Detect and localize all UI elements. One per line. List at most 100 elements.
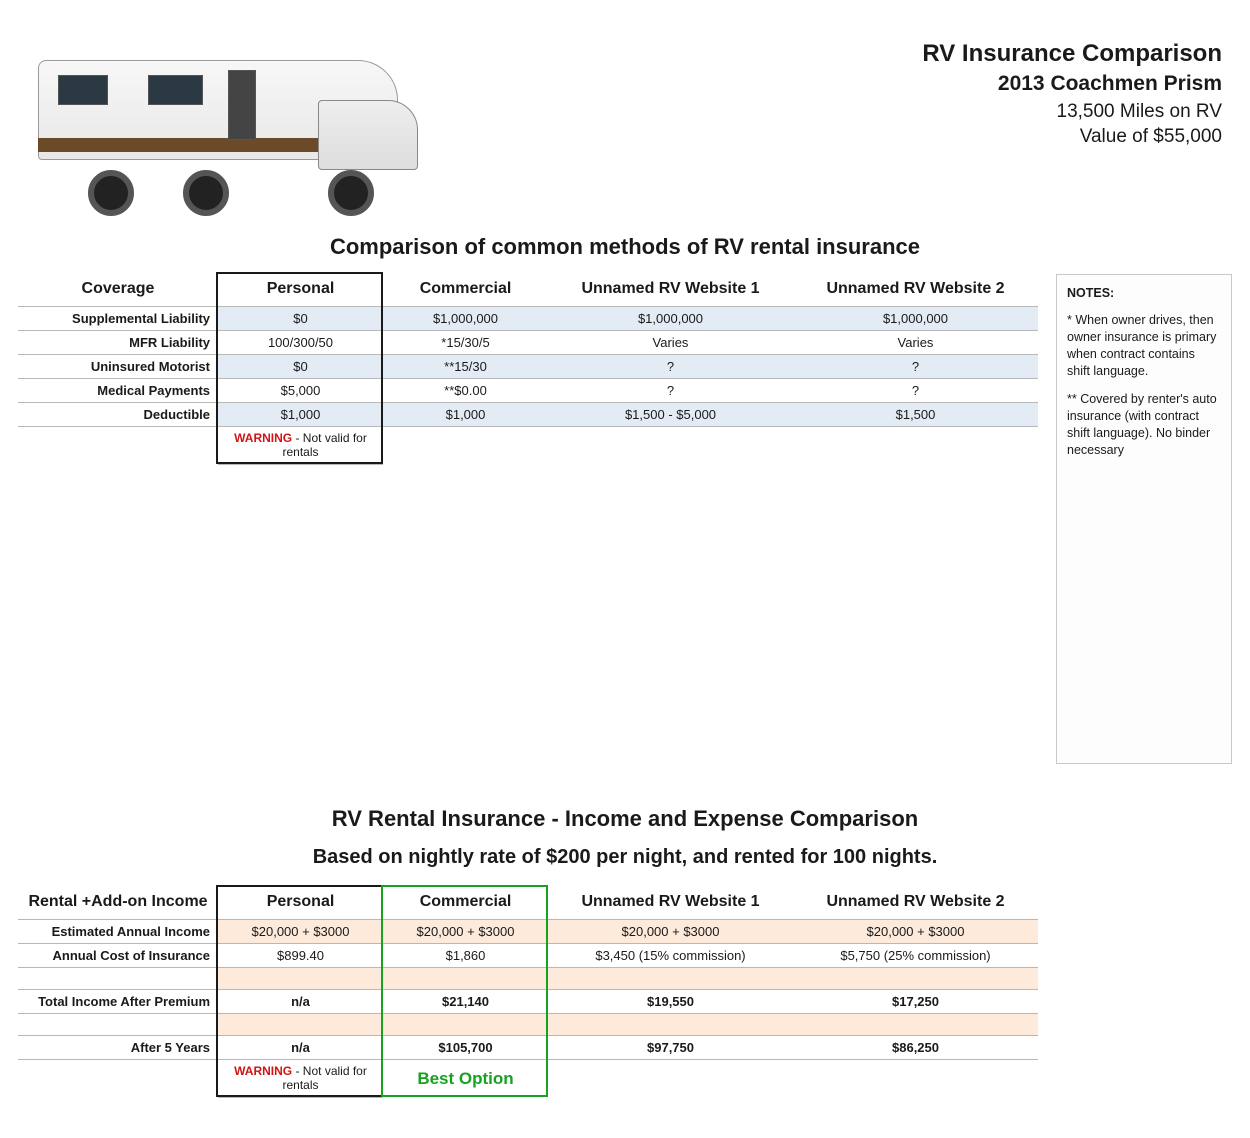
row-label: Estimated Annual Income: [18, 920, 218, 944]
warning-cell: WARNING - Not valid for rentals: [218, 1060, 383, 1098]
cell: $899.40: [218, 944, 383, 968]
rv-wheel: [183, 170, 229, 216]
row-label: Uninsured Motorist: [18, 355, 218, 379]
table-row: Medical Payments$5,000**$0.00??: [18, 379, 1038, 403]
table-row: Annual Cost of Insurance$899.40$1,860$3,…: [18, 944, 1038, 968]
section1-row: Coverage Personal Commercial Unnamed RV …: [18, 274, 1232, 764]
header-miles: 13,500 Miles on RV: [922, 99, 1222, 125]
cell: **$0.00: [383, 379, 548, 403]
notes-panel: NOTES: * When owner drives, then owner i…: [1056, 274, 1232, 764]
table-header-row: Coverage Personal Commercial Unnamed RV …: [18, 274, 1038, 307]
best-option-label: Best Option: [383, 1060, 548, 1098]
cell: ?: [793, 379, 1038, 403]
rv-image: [18, 20, 428, 230]
cell: $1,000,000: [793, 307, 1038, 331]
section1-title: Comparison of common methods of RV renta…: [18, 234, 1232, 260]
cell: $1,000: [383, 403, 548, 427]
warning-cell: WARNING - Not valid for rentals: [218, 427, 383, 465]
col-site2: Unnamed RV Website 2: [793, 887, 1038, 920]
cell: $0: [218, 307, 383, 331]
rv-cab-shape: [318, 100, 418, 170]
section2-table-wrap: Rental +Add-on Income Personal Commercia…: [18, 887, 1038, 1098]
cell: $3,450 (15% commission): [548, 944, 793, 968]
row-label: Deductible: [18, 403, 218, 427]
notes-p2: ** Covered by renter's auto insurance (w…: [1067, 391, 1221, 459]
coverage-table: Coverage Personal Commercial Unnamed RV …: [18, 274, 1038, 465]
table-row: [18, 968, 1038, 990]
table-row: Total Income After Premiumn/a$21,140$19,…: [18, 990, 1038, 1014]
cell: Varies: [548, 331, 793, 355]
income-table: Rental +Add-on Income Personal Commercia…: [18, 887, 1038, 1098]
cell: $5,000: [218, 379, 383, 403]
cell: $1,860: [383, 944, 548, 968]
table-row: Supplemental Liability$0$1,000,000$1,000…: [18, 307, 1038, 331]
page-subtitle: 2013 Coachmen Prism: [922, 70, 1222, 98]
table-header-row: Rental +Add-on Income Personal Commercia…: [18, 887, 1038, 920]
notes-p1: * When owner drives, then owner insuranc…: [1067, 312, 1221, 380]
col-site1: Unnamed RV Website 1: [548, 887, 793, 920]
row-label: MFR Liability: [18, 331, 218, 355]
header-value: Value of $55,000: [922, 124, 1222, 150]
cell: *15/30/5: [383, 331, 548, 355]
section2-row: Rental +Add-on Income Personal Commercia…: [18, 887, 1232, 1098]
table-row: MFR Liability100/300/50*15/30/5VariesVar…: [18, 331, 1038, 355]
section2-title: RV Rental Insurance - Income and Expense…: [18, 806, 1232, 832]
rv-window: [58, 75, 108, 105]
col-coverage: Coverage: [18, 274, 218, 307]
cell: $20,000 + $3000: [383, 920, 548, 944]
table-row: Uninsured Motorist$0**15/30??: [18, 355, 1038, 379]
col-personal: Personal: [218, 274, 383, 307]
col-commercial: Commercial: [383, 887, 548, 920]
page: RV Insurance Comparison 2013 Coachmen Pr…: [0, 0, 1250, 1138]
header-block: RV Insurance Comparison 2013 Coachmen Pr…: [922, 20, 1232, 150]
table-row: After 5 Yearsn/a$105,700$97,750$86,250: [18, 1036, 1038, 1060]
col-personal: Personal: [218, 887, 383, 920]
cell: $97,750: [548, 1036, 793, 1060]
footer-row: WARNING - Not valid for rentalsBest Opti…: [18, 1060, 1038, 1098]
cell: $105,700: [383, 1036, 548, 1060]
cell: Varies: [793, 331, 1038, 355]
cell: ?: [793, 355, 1038, 379]
cell: $20,000 + $3000: [218, 920, 383, 944]
table-row: Estimated Annual Income$20,000 + $3000$2…: [18, 920, 1038, 944]
page-title: RV Insurance Comparison: [922, 38, 1222, 70]
cell: **15/30: [383, 355, 548, 379]
col-income: Rental +Add-on Income: [18, 887, 218, 920]
table-row: [18, 1014, 1038, 1036]
rv-wheel: [88, 170, 134, 216]
cell: $5,750 (25% commission): [793, 944, 1038, 968]
row-label: Total Income After Premium: [18, 990, 218, 1014]
cell: $1,500 - $5,000: [548, 403, 793, 427]
cell: $21,140: [383, 990, 548, 1014]
cell: 100/300/50: [218, 331, 383, 355]
row-label: Annual Cost of Insurance: [18, 944, 218, 968]
top-row: RV Insurance Comparison 2013 Coachmen Pr…: [18, 20, 1232, 230]
cell: n/a: [218, 990, 383, 1014]
rv-door: [228, 70, 256, 140]
col-site1: Unnamed RV Website 1: [548, 274, 793, 307]
cell: $17,250: [793, 990, 1038, 1014]
cell: n/a: [218, 1036, 383, 1060]
warning-row: WARNING - Not valid for rentals: [18, 427, 1038, 465]
cell: ?: [548, 355, 793, 379]
cell: $1,000,000: [548, 307, 793, 331]
cell: $86,250: [793, 1036, 1038, 1060]
rv-window: [148, 75, 203, 105]
row-label: After 5 Years: [18, 1036, 218, 1060]
rv-wheel: [328, 170, 374, 216]
cell: ?: [548, 379, 793, 403]
notes-title: NOTES:: [1067, 285, 1221, 302]
row-label: Medical Payments: [18, 379, 218, 403]
cell: $1,500: [793, 403, 1038, 427]
col-commercial: Commercial: [383, 274, 548, 307]
cell: $20,000 + $3000: [548, 920, 793, 944]
row-label: Supplemental Liability: [18, 307, 218, 331]
cell: $0: [218, 355, 383, 379]
cell: $20,000 + $3000: [793, 920, 1038, 944]
section1-table-wrap: Coverage Personal Commercial Unnamed RV …: [18, 274, 1038, 465]
table-row: Deductible$1,000$1,000$1,500 - $5,000$1,…: [18, 403, 1038, 427]
col-site2: Unnamed RV Website 2: [793, 274, 1038, 307]
cell: $1,000: [218, 403, 383, 427]
cell: $19,550: [548, 990, 793, 1014]
cell: $1,000,000: [383, 307, 548, 331]
